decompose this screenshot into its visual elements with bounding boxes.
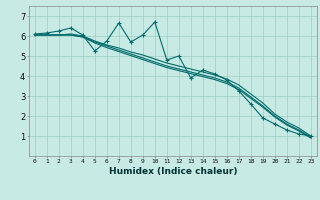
X-axis label: Humidex (Indice chaleur): Humidex (Indice chaleur): [108, 167, 237, 176]
